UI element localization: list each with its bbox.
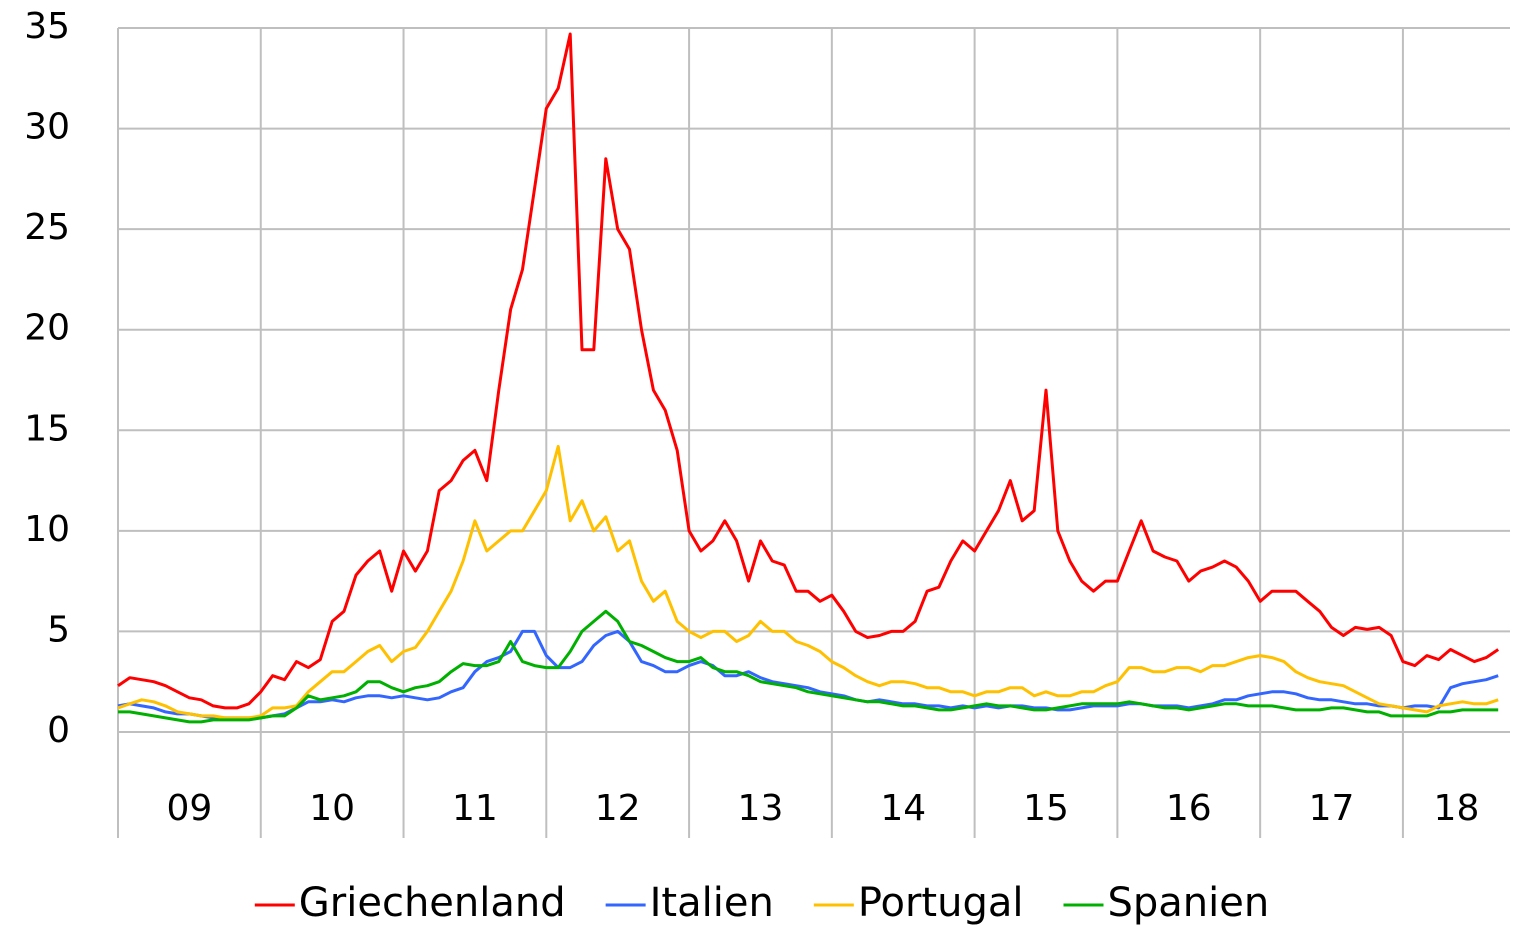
y-tick-label: 0 bbox=[47, 710, 70, 751]
x-tick-label: 17 bbox=[1309, 788, 1355, 829]
legend-label: Griechenland bbox=[299, 880, 566, 926]
x-tick-label: 12 bbox=[595, 788, 641, 829]
x-tick-label: 11 bbox=[452, 788, 498, 829]
y-tick-label: 10 bbox=[24, 509, 70, 550]
y-tick-label: 35 bbox=[24, 6, 70, 47]
x-tick-label: 14 bbox=[880, 788, 926, 829]
y-tick-label: 25 bbox=[24, 207, 70, 248]
series-line bbox=[118, 609, 1499, 724]
legend-label: Portugal bbox=[858, 880, 1024, 926]
x-tick-label: 10 bbox=[309, 788, 355, 829]
series-line bbox=[117, 629, 1499, 720]
y-tick-label: 15 bbox=[24, 408, 70, 449]
legend-label: Italien bbox=[650, 880, 774, 926]
series-line bbox=[117, 444, 1499, 720]
y-tick-label: 30 bbox=[24, 107, 70, 148]
y-tick-label: 20 bbox=[24, 308, 70, 349]
y-tick-label: 5 bbox=[47, 609, 70, 650]
x-tick-label: 15 bbox=[1023, 788, 1069, 829]
series-line bbox=[117, 32, 1500, 710]
x-tick-label: 09 bbox=[166, 788, 212, 829]
x-tick-label: 13 bbox=[738, 788, 784, 829]
x-tick-label: 16 bbox=[1166, 788, 1212, 829]
legend-label: Spanien bbox=[1107, 880, 1269, 926]
x-tick-label: 18 bbox=[1434, 788, 1480, 829]
